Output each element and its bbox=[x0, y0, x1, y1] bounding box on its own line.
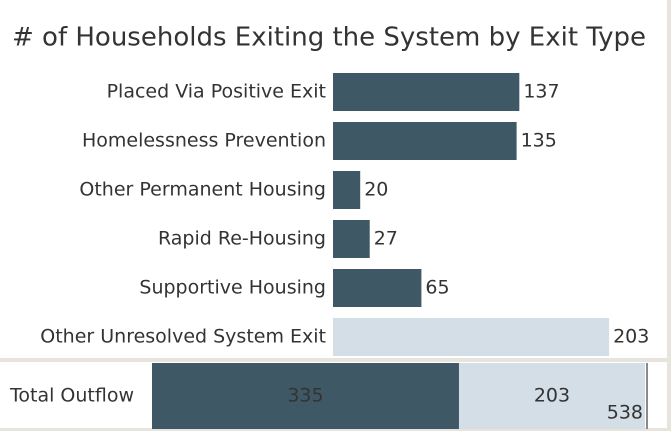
category-label: Other Permanent Housing bbox=[79, 179, 326, 201]
value-label: 65 bbox=[425, 277, 449, 299]
category-label: Other Unresolved System Exit bbox=[40, 326, 326, 348]
bar bbox=[333, 122, 517, 160]
category-label: Placed Via Positive Exit bbox=[107, 81, 326, 103]
total-label: 538 bbox=[607, 402, 643, 424]
segment-label: 335 bbox=[287, 385, 323, 407]
bar bbox=[333, 269, 422, 307]
value-label: 20 bbox=[364, 179, 388, 201]
category-label: Homelessness Prevention bbox=[82, 130, 326, 152]
value-label: 135 bbox=[521, 130, 557, 152]
bar bbox=[333, 318, 610, 356]
category-label: Supportive Housing bbox=[139, 277, 326, 299]
bar bbox=[333, 220, 370, 258]
bar bbox=[333, 73, 520, 111]
bar-segment bbox=[152, 363, 459, 429]
segment-label: 203 bbox=[534, 385, 570, 407]
value-label: 137 bbox=[523, 81, 559, 103]
chart-title: # of Households Exiting the System by Ex… bbox=[12, 23, 646, 53]
category-label: Rapid Re-Housing bbox=[158, 228, 326, 250]
value-label: 27 bbox=[374, 228, 398, 250]
bar-segment bbox=[458, 363, 645, 429]
category-label: Total Outflow bbox=[9, 385, 134, 407]
bar bbox=[333, 171, 361, 209]
value-label: 203 bbox=[613, 326, 649, 348]
